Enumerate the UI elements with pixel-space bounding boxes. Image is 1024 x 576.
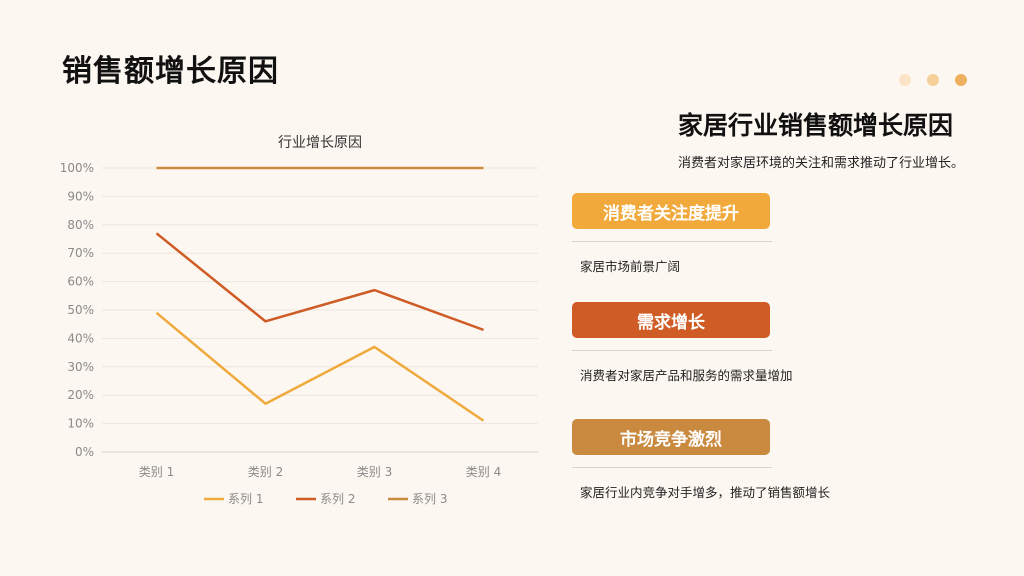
y-tick-label: 10% — [67, 417, 94, 431]
y-tick-label: 60% — [67, 275, 94, 289]
reason-desc-competition: 家居行业内竞争对手增多，推动了销售额增长 — [580, 485, 831, 500]
decor-dot — [899, 74, 911, 86]
line-chart: 行业增长原因 0% 10% 20% 30% 40% 50% 60% 70% 80% 90% 100% 类… — [60, 135, 538, 506]
x-tick-label: 类别 3 — [357, 465, 392, 479]
x-tick-label: 类别 4 — [466, 465, 501, 479]
y-tick-label: 40% — [67, 331, 94, 345]
divider — [572, 241, 772, 242]
reason-card: 消费者关注度提升 家居市场前景广阔 — [572, 193, 772, 275]
reason-label-attention: 消费者关注度提升 — [572, 193, 770, 229]
divider — [572, 467, 772, 468]
divider — [572, 350, 772, 351]
decor-dot — [955, 74, 967, 86]
y-tick-label: 80% — [67, 218, 94, 232]
decor-dot — [927, 74, 939, 86]
y-tick-label: 100% — [60, 161, 94, 175]
legend-label: 系列 3 — [412, 492, 447, 506]
legend-label: 系列 2 — [320, 492, 355, 506]
reason-desc-attention: 家居市场前景广阔 — [580, 259, 681, 274]
legend-label: 系列 1 — [228, 492, 263, 506]
y-tick-label: 0% — [75, 445, 94, 459]
section-subtitle: 消费者对家居环境的关注和需求推动了行业增长。 — [678, 156, 965, 171]
series-line-2 — [155, 232, 484, 332]
section-title: 家居行业销售额增长原因 — [678, 111, 954, 140]
reason-card: 市场竞争激烈 家居行业内竞争对手增多，推动了销售额增长 — [572, 419, 831, 501]
decorative-dots — [899, 74, 967, 86]
x-tick-label: 类别 2 — [248, 465, 283, 479]
chart-title: 行业增长原因 — [278, 135, 362, 151]
x-tick-label: 类别 1 — [139, 465, 174, 479]
y-tick-label: 50% — [67, 303, 94, 317]
y-tick-label: 20% — [67, 388, 94, 402]
reason-desc-demand: 消费者对家居产品和服务的需求量增加 — [580, 368, 793, 383]
y-tick-label: 90% — [67, 189, 94, 203]
y-tick-label: 70% — [67, 246, 94, 260]
page-title: 销售额增长原因 — [62, 54, 279, 89]
series-line-1 — [155, 311, 485, 422]
reason-label-competition: 市场竞争激烈 — [572, 419, 770, 455]
reason-card: 需求增长 消费者对家居产品和服务的需求量增加 — [572, 302, 793, 384]
reason-label-demand: 需求增长 — [572, 302, 770, 338]
y-tick-label: 30% — [67, 360, 94, 374]
